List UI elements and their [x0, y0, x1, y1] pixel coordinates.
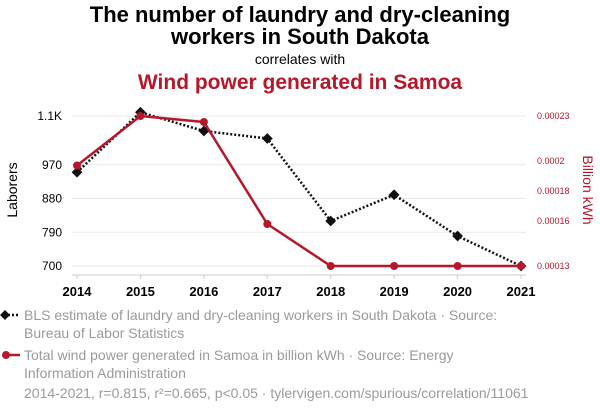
chart-title-line2: workers in South Dakota: [170, 24, 430, 49]
y-axis-right-label: Billion kWh: [580, 155, 596, 224]
x-tick-label: 2015: [126, 284, 155, 299]
chart-title-line1: The number of laundry and dry-cleaning: [90, 2, 511, 27]
series-2-point: [199, 118, 208, 126]
y-right-tick-label: 0.0002: [537, 156, 565, 166]
y-right-tick-label: 0.00023: [537, 111, 570, 121]
x-tick-label: 2014: [63, 284, 93, 299]
legend-series2-text-line2: Information Administration: [24, 365, 186, 381]
legend-series1-marker: [0, 310, 10, 320]
y-left-tick-label: 1.1K: [37, 109, 62, 123]
x-tick-label: 2021: [507, 284, 536, 299]
legend-series2-marker: [2, 351, 10, 359]
y-right-tick-label: 0.00018: [537, 186, 570, 196]
legend-series1-text-line2: Bureau of Labor Statistics: [24, 325, 184, 341]
series-2-point: [517, 262, 525, 270]
y-right-tick-label: 0.00013: [537, 261, 570, 271]
x-tick-label: 2017: [253, 284, 282, 299]
y-right-tick-label: 0.00016: [537, 216, 570, 226]
y-axis-right-ticks: 0.00013 0.00016 0.00018 0.0002 0.00023: [537, 111, 570, 271]
legend: BLS estimate of laundry and dry-cleaning…: [0, 307, 497, 381]
x-tick-label: 2018: [316, 284, 345, 299]
series-group: [71, 106, 527, 272]
y-left-tick-label: 700: [42, 259, 62, 273]
legend-series2-text-line1: Total wind power generated in Samoa in b…: [24, 347, 454, 363]
y-axis-left-label: Laborers: [4, 162, 20, 217]
series-2-point: [390, 262, 399, 270]
series-2-point: [136, 112, 145, 120]
series-2-point: [263, 220, 272, 228]
y-left-tick-label: 970: [42, 158, 62, 172]
series-1-line: [76, 111, 522, 268]
series-2-point: [326, 262, 335, 270]
series-2-point: [453, 262, 462, 270]
x-axis-ticks: 2014 2015 2016 2017 2018 2019 2020 2021: [63, 274, 536, 299]
series-2-line: [76, 114, 521, 268]
y-axis-left-ticks: 700 790 880 970 1.1K: [37, 109, 62, 273]
x-tick-label: 2020: [443, 284, 472, 299]
x-tick-label: 2019: [380, 284, 409, 299]
footer-stats: 2014-2021, r=0.815, r²=0.665, p<0.05 · t…: [24, 385, 529, 401]
y-left-tick-label: 880: [42, 192, 62, 206]
correlates-with-label: correlates with: [255, 51, 345, 67]
series-1-point: [261, 133, 273, 144]
grid-lines: [72, 115, 526, 267]
series-2-point: [73, 161, 81, 170]
chart-second-title: Wind power generated in Samoa: [138, 71, 463, 94]
legend-series1-text-line1: BLS estimate of laundry and dry-cleaning…: [24, 307, 497, 323]
x-tick-label: 2016: [189, 284, 218, 299]
y-left-tick-label: 790: [42, 225, 62, 239]
